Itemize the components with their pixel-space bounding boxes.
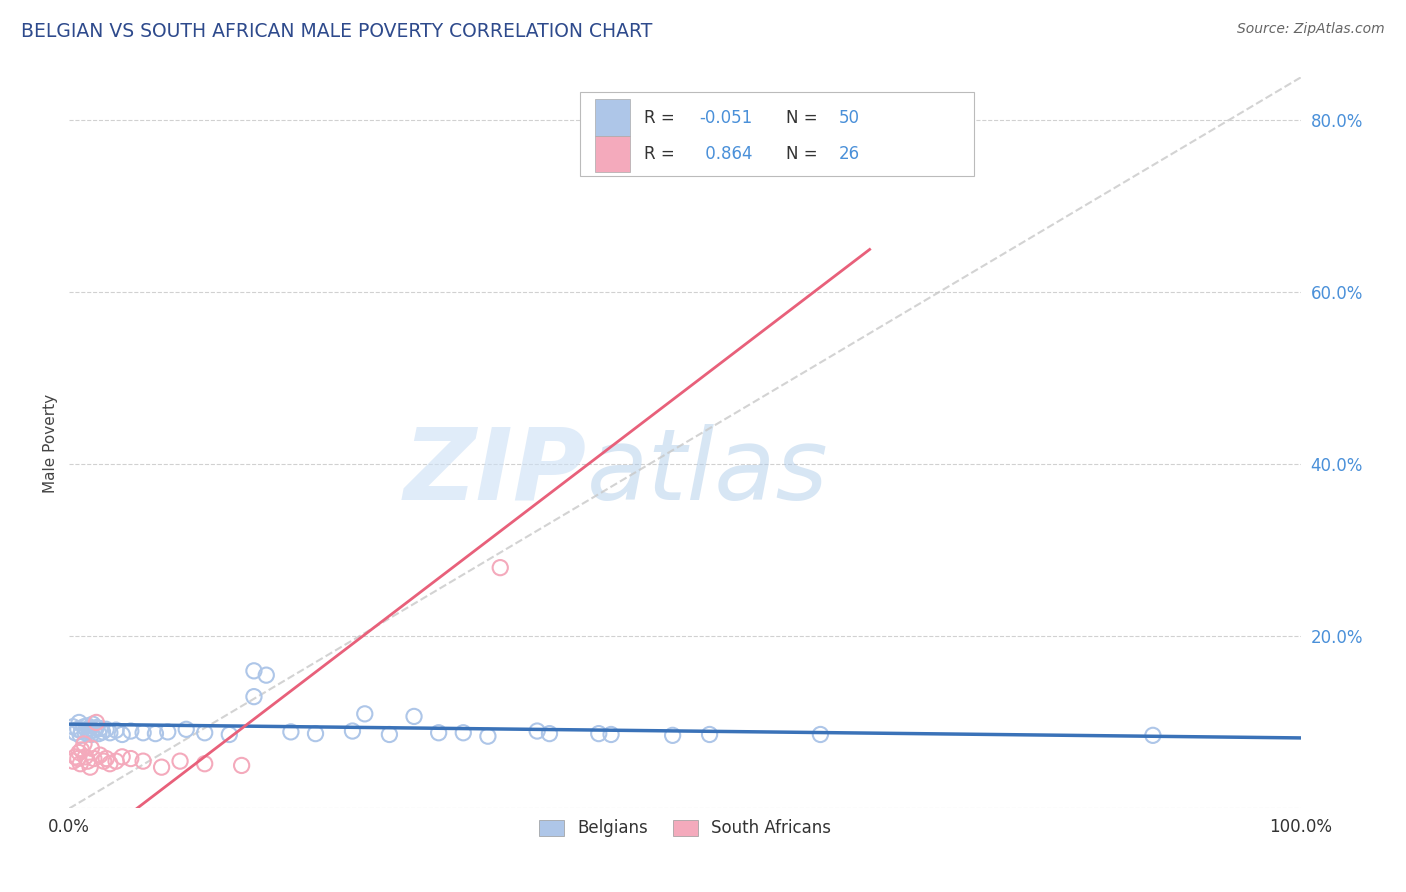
Point bbox=[83, 751, 105, 765]
Point bbox=[489, 560, 512, 574]
Point bbox=[76, 723, 98, 737]
Point bbox=[75, 749, 97, 764]
Point bbox=[526, 724, 548, 739]
Point bbox=[76, 719, 98, 733]
Point bbox=[169, 754, 191, 768]
Point bbox=[77, 725, 100, 739]
Point bbox=[89, 748, 111, 763]
Point bbox=[62, 754, 84, 768]
Point bbox=[67, 746, 90, 760]
Point bbox=[65, 749, 87, 764]
Point bbox=[98, 756, 121, 771]
Point bbox=[73, 720, 96, 734]
Point bbox=[79, 760, 101, 774]
Point bbox=[86, 715, 108, 730]
Point bbox=[280, 725, 302, 739]
Point bbox=[96, 751, 118, 765]
Point bbox=[231, 758, 253, 772]
FancyBboxPatch shape bbox=[595, 99, 630, 136]
Point bbox=[453, 725, 475, 739]
Point bbox=[66, 751, 89, 765]
Point bbox=[378, 727, 401, 741]
Text: atlas: atlas bbox=[586, 424, 828, 521]
Legend: Belgians, South Africans: Belgians, South Africans bbox=[531, 813, 838, 844]
Point bbox=[93, 754, 115, 768]
Text: -0.051: -0.051 bbox=[700, 109, 754, 127]
Text: R =: R = bbox=[644, 109, 681, 127]
Point bbox=[194, 756, 217, 771]
Point bbox=[86, 721, 108, 735]
Point bbox=[73, 737, 96, 751]
Point bbox=[156, 725, 179, 739]
Point bbox=[600, 727, 623, 741]
Text: 0.864: 0.864 bbox=[700, 145, 752, 163]
Point bbox=[402, 709, 425, 723]
Point bbox=[427, 725, 450, 739]
Point bbox=[661, 728, 683, 742]
Point bbox=[810, 727, 832, 741]
Point bbox=[194, 725, 217, 739]
Point bbox=[79, 722, 101, 736]
Point bbox=[91, 725, 114, 739]
Point bbox=[132, 754, 155, 768]
Point bbox=[150, 760, 173, 774]
Point bbox=[254, 668, 277, 682]
Point bbox=[82, 717, 104, 731]
Point bbox=[62, 720, 84, 734]
Point bbox=[76, 754, 98, 768]
Point bbox=[105, 723, 128, 738]
FancyBboxPatch shape bbox=[595, 136, 630, 172]
Text: ZIP: ZIP bbox=[404, 424, 586, 521]
Text: Source: ZipAtlas.com: Source: ZipAtlas.com bbox=[1237, 22, 1385, 37]
FancyBboxPatch shape bbox=[581, 92, 974, 176]
Point bbox=[80, 727, 103, 741]
Text: 26: 26 bbox=[839, 145, 860, 163]
Point bbox=[96, 723, 118, 737]
Point bbox=[83, 723, 105, 738]
Point bbox=[80, 741, 103, 756]
Text: BELGIAN VS SOUTH AFRICAN MALE POVERTY CORRELATION CHART: BELGIAN VS SOUTH AFRICAN MALE POVERTY CO… bbox=[21, 22, 652, 41]
Point bbox=[69, 756, 91, 771]
Point bbox=[70, 743, 93, 757]
Point bbox=[70, 724, 93, 739]
Text: 50: 50 bbox=[839, 109, 860, 127]
Point bbox=[75, 725, 97, 739]
Point bbox=[243, 664, 266, 678]
Point bbox=[66, 723, 89, 737]
Point bbox=[243, 690, 266, 704]
Point bbox=[538, 726, 561, 740]
Text: R =: R = bbox=[644, 145, 681, 163]
Point bbox=[105, 754, 128, 768]
Text: N =: N = bbox=[786, 145, 823, 163]
Point bbox=[353, 706, 375, 721]
Point bbox=[120, 724, 142, 739]
Point bbox=[120, 751, 142, 765]
Point bbox=[218, 727, 240, 741]
Point bbox=[98, 725, 121, 739]
Point bbox=[699, 727, 721, 741]
Point bbox=[132, 725, 155, 739]
Point bbox=[87, 726, 110, 740]
Y-axis label: Male Poverty: Male Poverty bbox=[44, 393, 58, 492]
Point bbox=[1142, 728, 1164, 742]
Point bbox=[89, 722, 111, 736]
Point bbox=[69, 728, 91, 742]
Point bbox=[588, 726, 610, 740]
Point bbox=[65, 725, 87, 739]
Point bbox=[111, 749, 134, 764]
Point bbox=[174, 723, 197, 737]
Point bbox=[342, 724, 364, 739]
Text: N =: N = bbox=[786, 109, 823, 127]
Point bbox=[145, 726, 167, 740]
Point bbox=[111, 727, 134, 741]
Point bbox=[477, 729, 499, 743]
Point bbox=[67, 715, 90, 730]
Point bbox=[304, 726, 326, 740]
